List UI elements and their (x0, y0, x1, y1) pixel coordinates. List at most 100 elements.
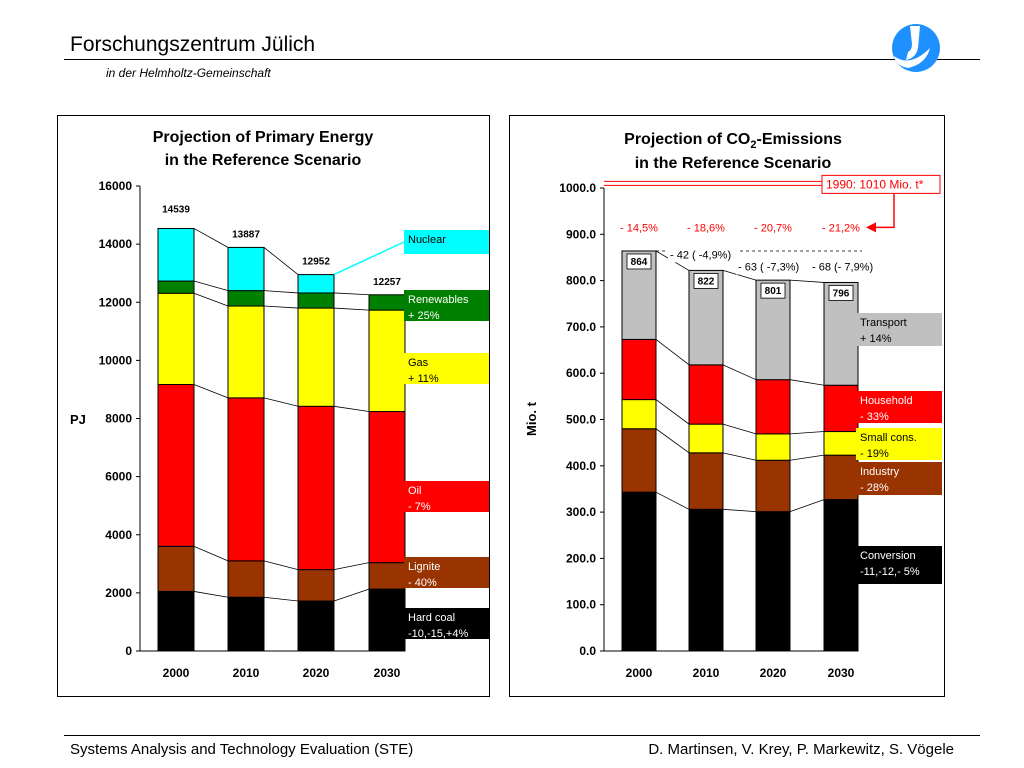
legend-box-household (856, 391, 942, 423)
total-value-label: 14539 (162, 204, 190, 215)
series-connector-line (655, 399, 690, 425)
total-value-label: 12952 (302, 257, 330, 268)
bar-segment-industry (823, 454, 859, 501)
total-value-box (760, 282, 786, 299)
legend-label: - 7% (408, 501, 431, 513)
y-tick-label: 100.0 (566, 598, 596, 612)
reference-1990-label: 1990: 1010 Mio. t* (826, 177, 924, 191)
bar-segment-household (755, 379, 791, 435)
series-connector-line (263, 305, 299, 309)
y-tick-label: 400.0 (566, 459, 596, 473)
bar-segment-conversion (688, 508, 724, 652)
chart-title-line1: Projection of CO2-Emissions (624, 131, 842, 151)
bar-segment-gas (368, 309, 406, 413)
legend-label: + 25% (408, 310, 440, 322)
y-tick-label: 0 (125, 644, 132, 658)
page-subtitle: in der Helmholtz-Gemeinschaft (106, 66, 271, 80)
bar-segment-household (688, 364, 724, 425)
series-connector-line (193, 591, 229, 598)
x-tick-label: 2000 (163, 666, 190, 680)
bar-segment-renewables (227, 290, 265, 307)
bar-segment-oil (368, 411, 406, 564)
series-connector-line (333, 307, 370, 311)
legend-label: -11,-12,- 5% (860, 566, 920, 578)
x-tick-label: 2030 (828, 666, 855, 680)
legend-box-oil (404, 481, 489, 512)
bar-segment-nuclear (297, 274, 335, 294)
primary-energy-chart: Projection of Primary Energy in the Refer… (70, 129, 489, 680)
bar-segment-renewables (297, 292, 335, 309)
total-value-label: 822 (698, 276, 715, 287)
reference-1990-box (821, 174, 941, 194)
series-connector-line (333, 292, 370, 296)
series-connector-line (193, 280, 229, 292)
reduction-percent-label: - 14,5% (620, 222, 658, 234)
fz-juelich-logo-icon (892, 24, 940, 72)
legend-box-renewables (404, 290, 489, 321)
x-tick-label: 2000 (626, 666, 653, 680)
series-connector-line (263, 596, 299, 602)
total-value-label: 13887 (232, 229, 260, 240)
legend-label: - 28% (860, 482, 889, 494)
change-label-bg (810, 259, 880, 275)
bar-segment-small-cons- (823, 431, 859, 456)
y-tick-label: 800.0 (566, 274, 596, 288)
co2-emissions-chart-panel: Projection of CO2-Emissions in the Refere… (509, 115, 945, 697)
reduction-arrow-head (866, 222, 876, 233)
series-connector-line (789, 454, 825, 461)
x-tick-label: 2010 (233, 666, 260, 680)
total-value-box (626, 253, 652, 270)
y-tick-label: 8000 (105, 412, 132, 426)
total-value-box (693, 273, 719, 289)
bar-segment-renewables (157, 280, 195, 294)
series-connector-line (722, 508, 757, 513)
series-connector-line (722, 452, 757, 461)
reduction-arrow-line (874, 193, 895, 229)
change-value-label: - 68 (- 7,9%) (812, 261, 873, 273)
series-connector-line (789, 431, 825, 435)
bar-segment-lignite (368, 562, 406, 590)
y-axis-label: PJ (70, 412, 86, 427)
y-tick-label: 1000.0 (559, 181, 596, 195)
bar-segment-household (823, 384, 859, 433)
y-tick-label: 4000 (105, 528, 132, 542)
footer-department: Systems Analysis and Technology Evaluati… (70, 741, 414, 758)
series-connector-line (655, 339, 690, 366)
bar-segment-nuclear (227, 246, 265, 292)
series-connector-line (333, 588, 370, 602)
legend-label: Household (860, 395, 913, 407)
series-connector-line (193, 546, 229, 562)
series-connector-line (789, 279, 825, 283)
series-connector-line (193, 384, 229, 399)
change-value-label: - 63 ( -7,3%) (738, 261, 799, 273)
co2-emissions-chart: Projection of CO2-Emissions in the Refere… (524, 131, 942, 680)
legend-label: Gas (408, 357, 429, 369)
x-tick-label: 2030 (374, 666, 401, 680)
bar-segment-oil (297, 405, 335, 571)
reduction-percent-label: - 21,2% (822, 222, 860, 234)
legend-label: + 14% (860, 333, 892, 345)
bar-segment-small-cons- (621, 399, 657, 430)
y-tick-label: 6000 (105, 470, 132, 484)
y-tick-label: 700.0 (566, 320, 596, 334)
total-value-label: 12257 (373, 277, 401, 288)
legend-label: + 11% (408, 373, 439, 385)
series-connector-line (333, 405, 370, 412)
y-tick-label: 500.0 (566, 413, 596, 427)
legend-label: Industry (860, 466, 900, 478)
legend-label: Hard coal (408, 612, 455, 624)
bar-segment-gas (157, 292, 195, 385)
series-connector-line (722, 270, 757, 281)
series-connector-line (193, 292, 229, 307)
bar-segment-gas (227, 305, 265, 399)
page-title: Forschungszentrum Jülich (70, 33, 316, 56)
footer-authors: D. Martinsen, V. Krey, P. Markewitz, S. … (648, 741, 954, 758)
legend-label: - 19% (860, 448, 889, 460)
bar-segment-hard-coal (297, 600, 335, 652)
nuclear-pointer-line (333, 241, 405, 276)
series-connector-line (655, 491, 690, 510)
legend-label: -10,-15,+4% (408, 628, 468, 640)
series-connector-line (263, 397, 299, 407)
legend-label: - 40% (408, 577, 437, 589)
series-connector-line (789, 379, 825, 386)
